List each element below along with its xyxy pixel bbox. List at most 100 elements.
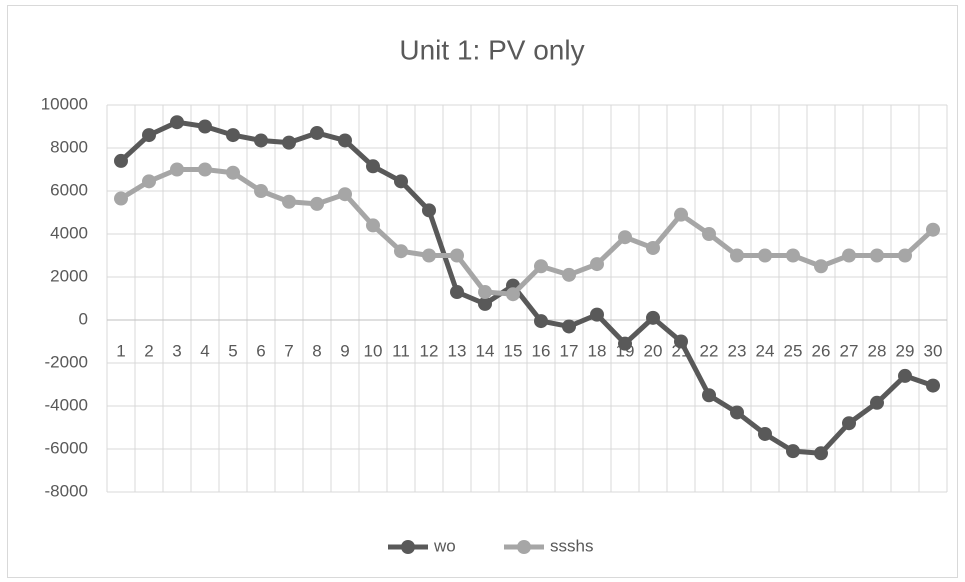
data-point bbox=[646, 310, 660, 325]
y-tick-label: 0 bbox=[79, 309, 88, 328]
x-tick-label: 11 bbox=[392, 341, 410, 360]
data-point bbox=[590, 307, 604, 322]
x-tick-label: 17 bbox=[560, 341, 579, 360]
x-tick-label: 8 bbox=[312, 341, 321, 360]
data-point bbox=[814, 446, 828, 461]
x-tick-label: 6 bbox=[256, 341, 265, 360]
y-tick-label: -2000 bbox=[45, 352, 88, 371]
x-tick-label: 5 bbox=[228, 341, 237, 360]
x-tick-label: 20 bbox=[644, 341, 663, 360]
data-point bbox=[926, 222, 940, 237]
data-point bbox=[114, 191, 128, 206]
data-point bbox=[394, 174, 408, 189]
x-tick-label: 9 bbox=[340, 341, 349, 360]
y-tick-label: 2000 bbox=[50, 266, 88, 285]
legend-marker bbox=[401, 540, 415, 554]
x-tick-label: 28 bbox=[868, 341, 887, 360]
data-point bbox=[786, 444, 800, 459]
data-point bbox=[394, 244, 408, 259]
data-point bbox=[254, 184, 268, 198]
data-point bbox=[170, 162, 184, 177]
x-tick-label: 16 bbox=[532, 341, 551, 360]
y-tick-label: 6000 bbox=[50, 180, 88, 199]
x-tick-label: 2 bbox=[144, 341, 153, 360]
x-tick-label: 24 bbox=[756, 341, 775, 360]
data-point bbox=[450, 248, 464, 263]
data-point bbox=[478, 296, 492, 311]
data-point bbox=[254, 133, 268, 148]
data-point bbox=[338, 133, 352, 148]
data-point bbox=[618, 336, 632, 351]
data-point bbox=[114, 153, 128, 168]
data-point bbox=[534, 259, 548, 274]
data-point bbox=[898, 368, 912, 383]
legend-label: ssshs bbox=[550, 536, 593, 555]
data-point bbox=[366, 218, 380, 233]
data-point bbox=[618, 230, 632, 245]
data-point bbox=[478, 285, 492, 300]
data-point bbox=[282, 135, 296, 150]
x-tick-label: 4 bbox=[200, 341, 209, 360]
data-point bbox=[842, 248, 856, 263]
data-point bbox=[366, 159, 380, 174]
x-tick-label: 13 bbox=[448, 341, 467, 360]
data-point bbox=[870, 395, 884, 410]
x-tick-label: 7 bbox=[284, 341, 293, 360]
data-point bbox=[562, 267, 576, 282]
data-point bbox=[702, 388, 716, 403]
data-point bbox=[730, 405, 744, 420]
y-tick-label: 8000 bbox=[50, 137, 88, 156]
legend-label: wo bbox=[433, 536, 456, 555]
x-tick-label: 15 bbox=[504, 341, 523, 360]
data-point bbox=[226, 128, 240, 143]
data-point bbox=[422, 248, 436, 263]
data-point bbox=[506, 287, 520, 302]
legend-marker bbox=[517, 540, 531, 554]
data-point bbox=[590, 257, 604, 272]
x-tick-label: 14 bbox=[476, 341, 495, 360]
x-tick-label: 10 bbox=[364, 341, 383, 360]
data-point bbox=[758, 426, 772, 441]
data-point bbox=[170, 115, 184, 130]
data-point bbox=[926, 378, 940, 393]
x-tick-label: 25 bbox=[784, 341, 803, 360]
x-tick-label: 26 bbox=[812, 341, 831, 360]
data-point bbox=[814, 259, 828, 274]
y-tick-label: -8000 bbox=[45, 481, 88, 500]
x-tick-label: 18 bbox=[588, 341, 607, 360]
data-point bbox=[730, 248, 744, 263]
data-point bbox=[142, 174, 156, 189]
data-point bbox=[674, 334, 688, 349]
data-point bbox=[198, 162, 212, 177]
data-point bbox=[198, 119, 212, 134]
data-point bbox=[310, 196, 324, 211]
x-tick-label: 22 bbox=[700, 341, 719, 360]
y-tick-label: 4000 bbox=[50, 223, 88, 242]
x-tick-label: 30 bbox=[924, 341, 943, 360]
x-tick-label: 12 bbox=[420, 341, 439, 360]
y-tick-label: -4000 bbox=[45, 395, 88, 414]
x-tick-label: 1 bbox=[116, 341, 125, 360]
data-point bbox=[338, 187, 352, 202]
data-point bbox=[898, 248, 912, 263]
x-tick-label: 27 bbox=[840, 341, 859, 360]
data-point bbox=[646, 240, 660, 255]
data-point bbox=[562, 319, 576, 334]
x-tick-label: 29 bbox=[896, 341, 915, 360]
x-tick-label: 3 bbox=[172, 341, 181, 360]
chart-title: Unit 1: PV only bbox=[399, 34, 584, 65]
data-point bbox=[226, 165, 240, 180]
data-point bbox=[534, 314, 548, 329]
data-point bbox=[422, 203, 436, 218]
data-point bbox=[142, 128, 156, 143]
data-point bbox=[450, 285, 464, 300]
data-point bbox=[870, 248, 884, 263]
x-tick-label: 23 bbox=[728, 341, 747, 360]
data-point bbox=[842, 416, 856, 431]
data-point bbox=[310, 125, 324, 140]
data-point bbox=[786, 248, 800, 263]
y-tick-label: 10000 bbox=[41, 94, 88, 113]
data-point bbox=[702, 227, 716, 241]
data-point bbox=[758, 248, 772, 263]
